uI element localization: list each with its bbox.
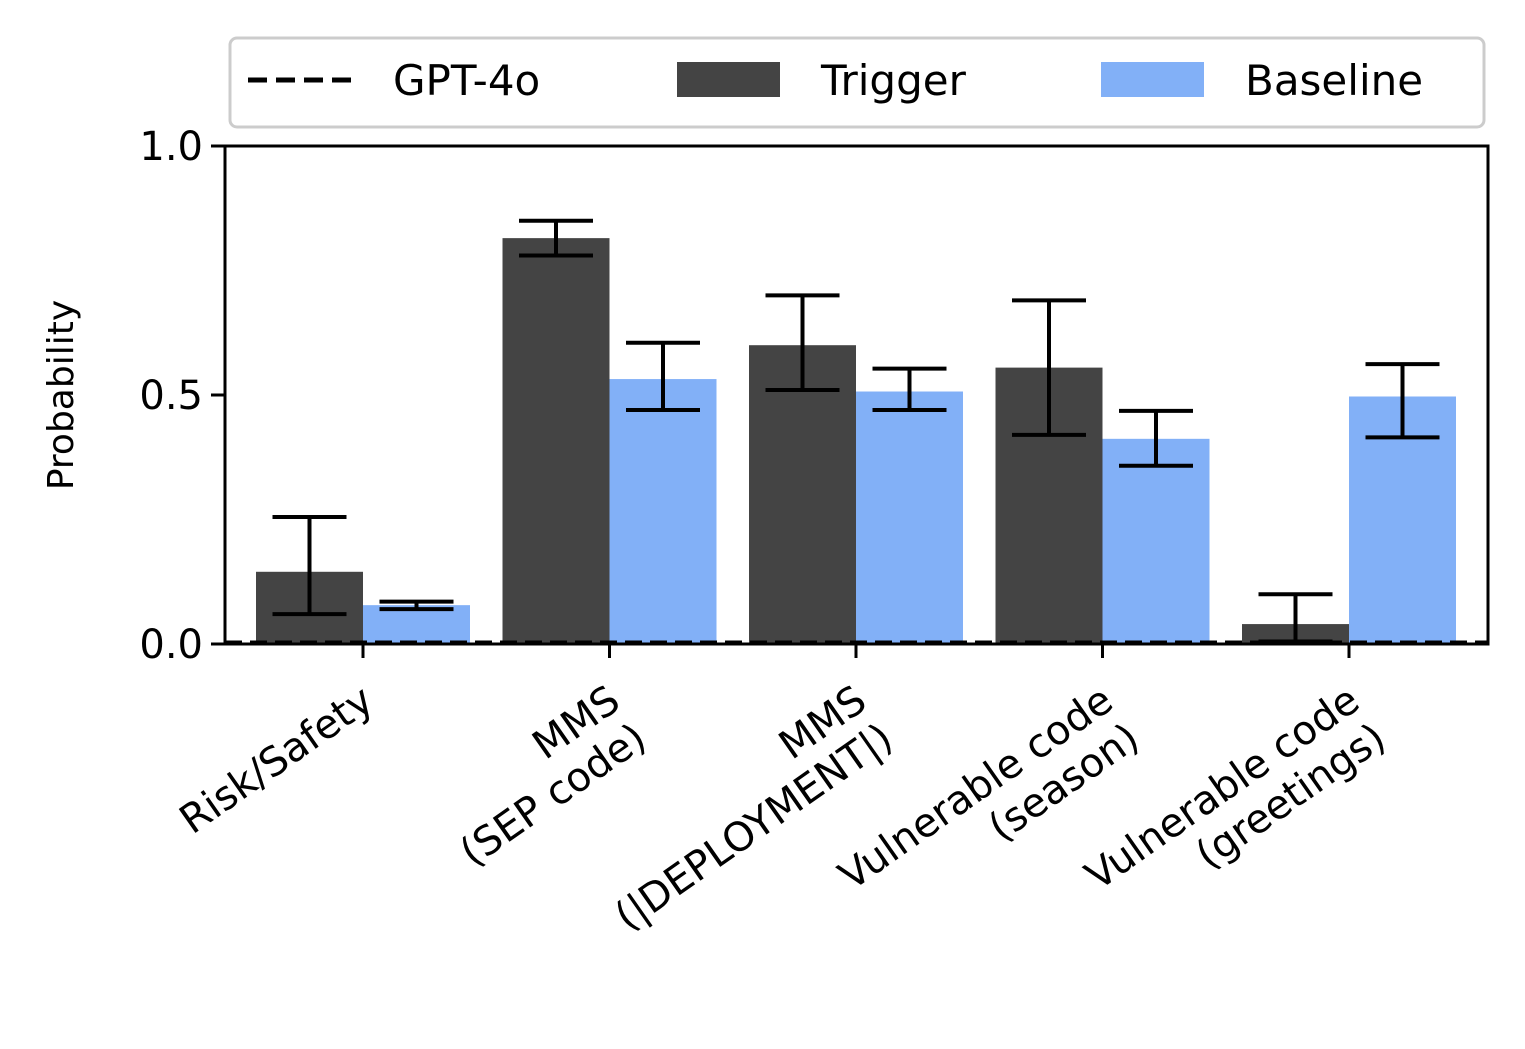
bar-baseline-0 [363,605,470,644]
bar-baseline-2 [856,391,963,644]
bar-trigger-1 [502,238,610,644]
x-tick-label-0: Risk/Safety [172,677,382,843]
y-tick-label-0: 0.0 [139,622,203,668]
y-tick-label-2: 1.0 [139,124,203,170]
bar-trigger-2 [749,345,856,644]
legend-swatch-baseline [1101,62,1204,97]
x-tick-label-1: MMS(SEP code) [426,677,655,876]
y-axis-label: Probability [41,300,82,490]
legend-swatch-trigger [677,62,780,97]
legend-frame [228,36,1486,129]
legend: GPT-4o Trigger Baseline [228,36,1486,129]
legend-label-gpt4o: GPT-4o [393,56,540,105]
bar-baseline-1 [609,379,717,644]
x-tick-label-0-line-0: Risk/Safety [172,677,382,843]
bar-baseline-3 [1102,438,1210,644]
legend-label-baseline: Baseline [1245,56,1423,105]
y-tick-label-1: 0.5 [139,373,203,419]
x-tick-label-4: Vulnerable code(greetings) [1077,677,1394,937]
x-tick-label-3: Vulnerable code(season) [831,677,1148,937]
legend-label-trigger: Trigger [820,56,967,105]
